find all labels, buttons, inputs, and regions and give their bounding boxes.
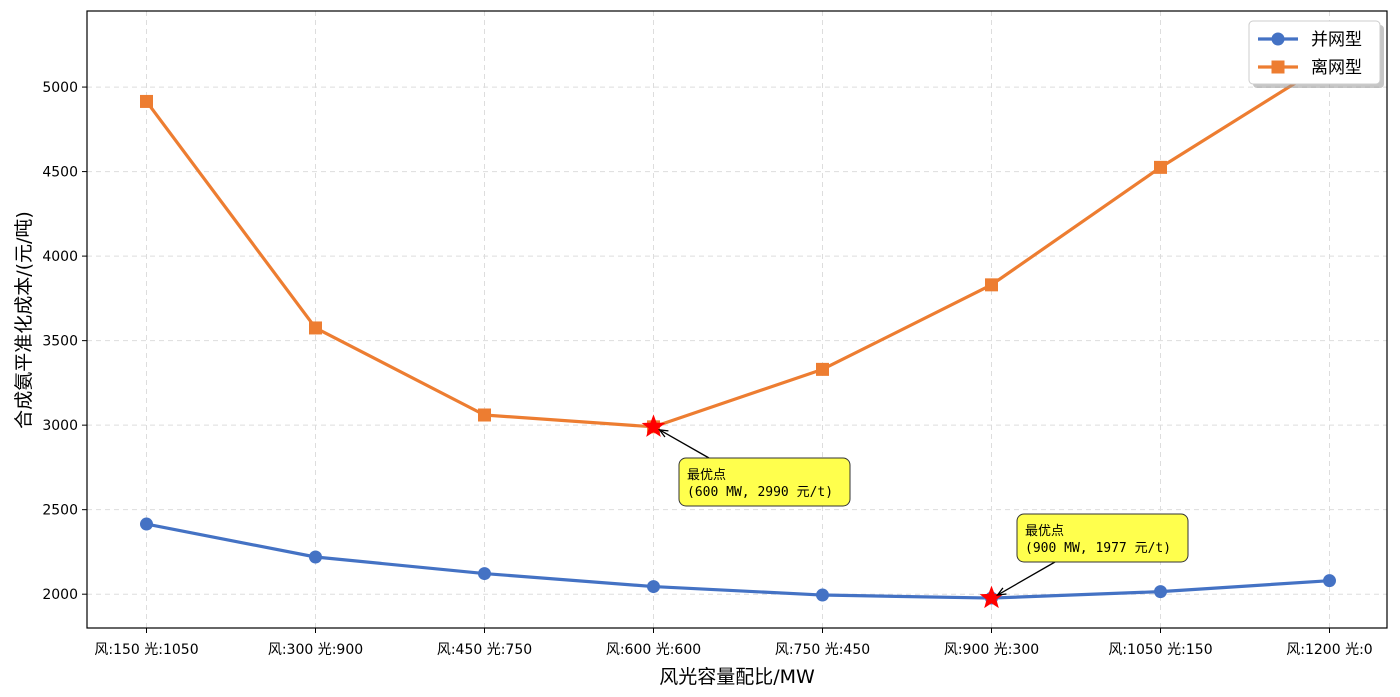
- series-line-1: [146, 522, 1330, 600]
- annotation-arrowhead: [996, 587, 1007, 596]
- x-tick-label: 风:900 光:300: [944, 642, 1039, 658]
- annotation-label: 最优点: [1025, 524, 1064, 539]
- x-tick-label: 风:450 光:750: [437, 642, 532, 658]
- data-point: [1154, 160, 1167, 174]
- annotation-value: (600 MW, 2990 元/t): [687, 485, 833, 500]
- y-tick-label: 2500: [42, 503, 78, 519]
- series-layer: [140, 55, 1336, 605]
- data-point: [309, 321, 322, 335]
- data-point: [478, 567, 491, 581]
- annotations-layer: 最优点 (600 MW, 2990 元/t) 最优点 (900 MW, 1977 元/…: [641, 414, 1189, 609]
- annotation-value: (900 MW, 1977 元/t): [1025, 541, 1171, 556]
- x-axis-ticks: 风:150 光:1050 风:300 光:900 风:450 光:750 风:600 …: [94, 628, 1373, 658]
- annotation-box: [678, 457, 851, 507]
- data-point: [647, 580, 660, 594]
- data-point: [140, 517, 153, 531]
- legend-marker-2: [1271, 60, 1285, 74]
- annotation-arrowhead: [658, 429, 669, 438]
- y-tick-label: 3500: [42, 334, 78, 350]
- y-tick-label: 4500: [42, 165, 78, 181]
- series-line-2: [145, 60, 1331, 429]
- y-tick-label: 3000: [42, 418, 78, 434]
- y-tick-label: 2000: [42, 587, 78, 603]
- legend-label: 并网型: [1311, 30, 1362, 50]
- x-tick-label: 风:600 光:600: [606, 642, 701, 658]
- legend-label: 离网型: [1311, 58, 1362, 78]
- data-point: [1154, 585, 1167, 599]
- optimal-point-star: [641, 414, 666, 437]
- y-axis-title: 合成氨平准化成本/(元/吨): [13, 211, 35, 429]
- data-point: [478, 408, 491, 422]
- data-point: [140, 94, 153, 108]
- x-tick-label: 风:150 光:1050: [94, 642, 198, 658]
- x-tick-label: 风:750 光:450: [775, 642, 870, 658]
- plot-frame: [86, 10, 1388, 629]
- y-tick-label: 5000: [42, 80, 78, 96]
- x-tick-label: 风:1200 光:0: [1286, 642, 1372, 658]
- x-tick-label: 风:1050 光:150: [1108, 642, 1212, 658]
- data-point: [1323, 574, 1336, 588]
- annotation-box: [1016, 513, 1189, 563]
- annotation-label: 最优点: [687, 468, 726, 483]
- data-point: [816, 362, 829, 376]
- annotation-arrow: [659, 429, 710, 459]
- data-point: [309, 550, 322, 564]
- data-point: [985, 278, 998, 292]
- legend-marker-1: [1271, 32, 1285, 46]
- x-tick-label: 风:300 光:900: [268, 642, 363, 658]
- y-tick-label: 4000: [42, 249, 78, 265]
- annotation-arrow: [997, 561, 1056, 596]
- x-axis-title: 风光容量配比/MW: [659, 666, 815, 688]
- data-point: [816, 588, 829, 602]
- grid-lines: [87, 11, 1387, 628]
- y-axis-ticks: 2000 2500 3000 3500 4000 4500 5000: [42, 80, 87, 603]
